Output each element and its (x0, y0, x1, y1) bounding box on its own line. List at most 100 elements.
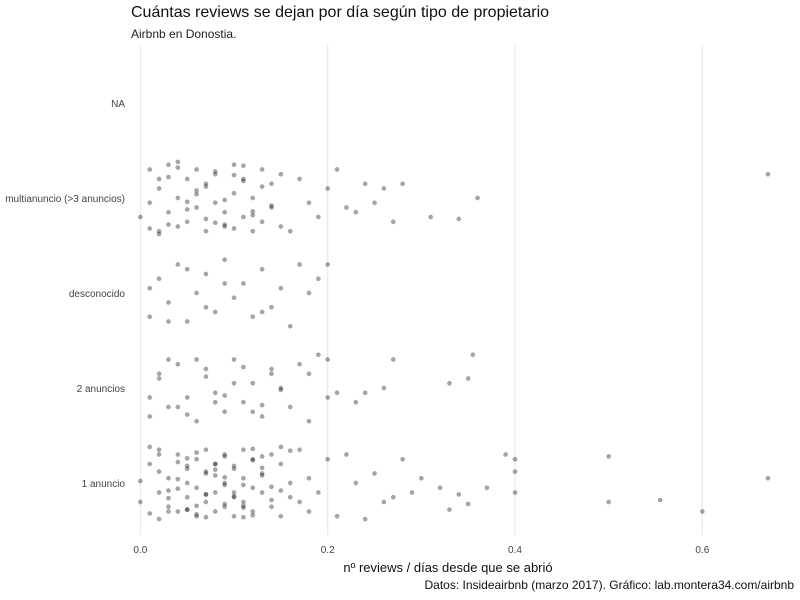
data-point (306, 509, 312, 514)
data-point (203, 184, 209, 190)
data-point (175, 459, 181, 465)
data-point (184, 412, 190, 418)
data-point (184, 206, 190, 212)
data-point (184, 319, 190, 324)
data-point (343, 205, 349, 210)
data-point (240, 499, 246, 505)
data-point (306, 290, 312, 296)
data-point (222, 482, 228, 488)
data-point (194, 513, 200, 519)
data-point (269, 484, 274, 490)
data-point (222, 393, 228, 399)
data-point (137, 499, 143, 505)
data-point (297, 361, 303, 367)
data-point (269, 504, 274, 510)
chart-title: Cuántas reviews se dejan por día según t… (131, 4, 550, 21)
data-point (147, 314, 153, 320)
data-point (259, 184, 265, 190)
data-point (606, 453, 612, 459)
data-point (203, 216, 209, 222)
data-point (203, 491, 209, 497)
data-point (222, 480, 228, 486)
data-point (222, 452, 228, 457)
y-tick-label: multianuncio (>3 anuncios) (5, 194, 125, 205)
data-point (175, 159, 181, 165)
data-point (203, 366, 209, 372)
data-point (353, 209, 359, 215)
data-point (156, 276, 162, 282)
data-point (362, 390, 368, 396)
data-point (269, 304, 274, 310)
y-tick-label: NA (111, 99, 125, 110)
data-point (699, 509, 705, 514)
data-point (175, 509, 181, 514)
data-point (259, 453, 265, 459)
data-point (315, 214, 321, 220)
data-point (372, 200, 377, 206)
data-point (240, 505, 246, 511)
data-point (212, 309, 218, 315)
data-point (212, 461, 218, 467)
data-point (390, 494, 396, 500)
data-point (231, 494, 237, 500)
data-point (156, 376, 162, 381)
data-point (175, 476, 181, 482)
data-point (278, 285, 284, 291)
data-point (203, 469, 209, 475)
data-point (194, 290, 200, 296)
data-point (212, 220, 218, 226)
data-point (287, 228, 293, 234)
data-point (325, 357, 331, 362)
data-point (297, 447, 303, 453)
data-point (250, 457, 256, 463)
data-point (175, 404, 181, 410)
data-point (250, 314, 256, 320)
data-point (250, 228, 256, 234)
data-point (381, 186, 387, 191)
data-point (222, 222, 228, 228)
data-point (194, 456, 200, 462)
data-point (156, 186, 162, 191)
data-point (222, 474, 228, 480)
data-point (325, 262, 331, 267)
chart-caption: Datos: Insideairbnb (marzo 2017). Gráfic… (424, 578, 794, 592)
data-point (222, 409, 228, 415)
data-point (222, 224, 228, 229)
data-point (343, 452, 349, 457)
data-point (212, 490, 218, 495)
data-point (203, 447, 209, 453)
data-point (240, 482, 246, 488)
data-point (147, 414, 153, 419)
data-point (156, 490, 162, 495)
data-point (231, 190, 237, 196)
data-point (212, 509, 218, 514)
data-point (175, 452, 181, 457)
data-point (147, 167, 153, 172)
data-point (203, 499, 209, 505)
data-point (390, 357, 396, 362)
data-point (203, 271, 209, 277)
y-tick-label: 1 anuncio (82, 479, 126, 490)
data-point (222, 209, 228, 215)
data-point (334, 167, 340, 172)
data-point (184, 507, 190, 513)
data-point (765, 475, 771, 481)
data-point (137, 478, 143, 484)
data-point (306, 475, 312, 481)
data-point (240, 163, 246, 169)
data-point (765, 171, 771, 177)
data-point (315, 352, 321, 358)
data-point (657, 497, 663, 503)
data-point (166, 509, 171, 514)
data-point (194, 357, 200, 362)
data-point (166, 475, 171, 481)
data-point (156, 371, 162, 377)
data-point (353, 399, 359, 405)
data-point (465, 376, 471, 381)
data-point (156, 469, 162, 475)
data-point (156, 452, 162, 457)
data-point (287, 448, 293, 454)
data-point (259, 465, 265, 471)
data-point (147, 444, 153, 450)
data-point (269, 203, 274, 209)
